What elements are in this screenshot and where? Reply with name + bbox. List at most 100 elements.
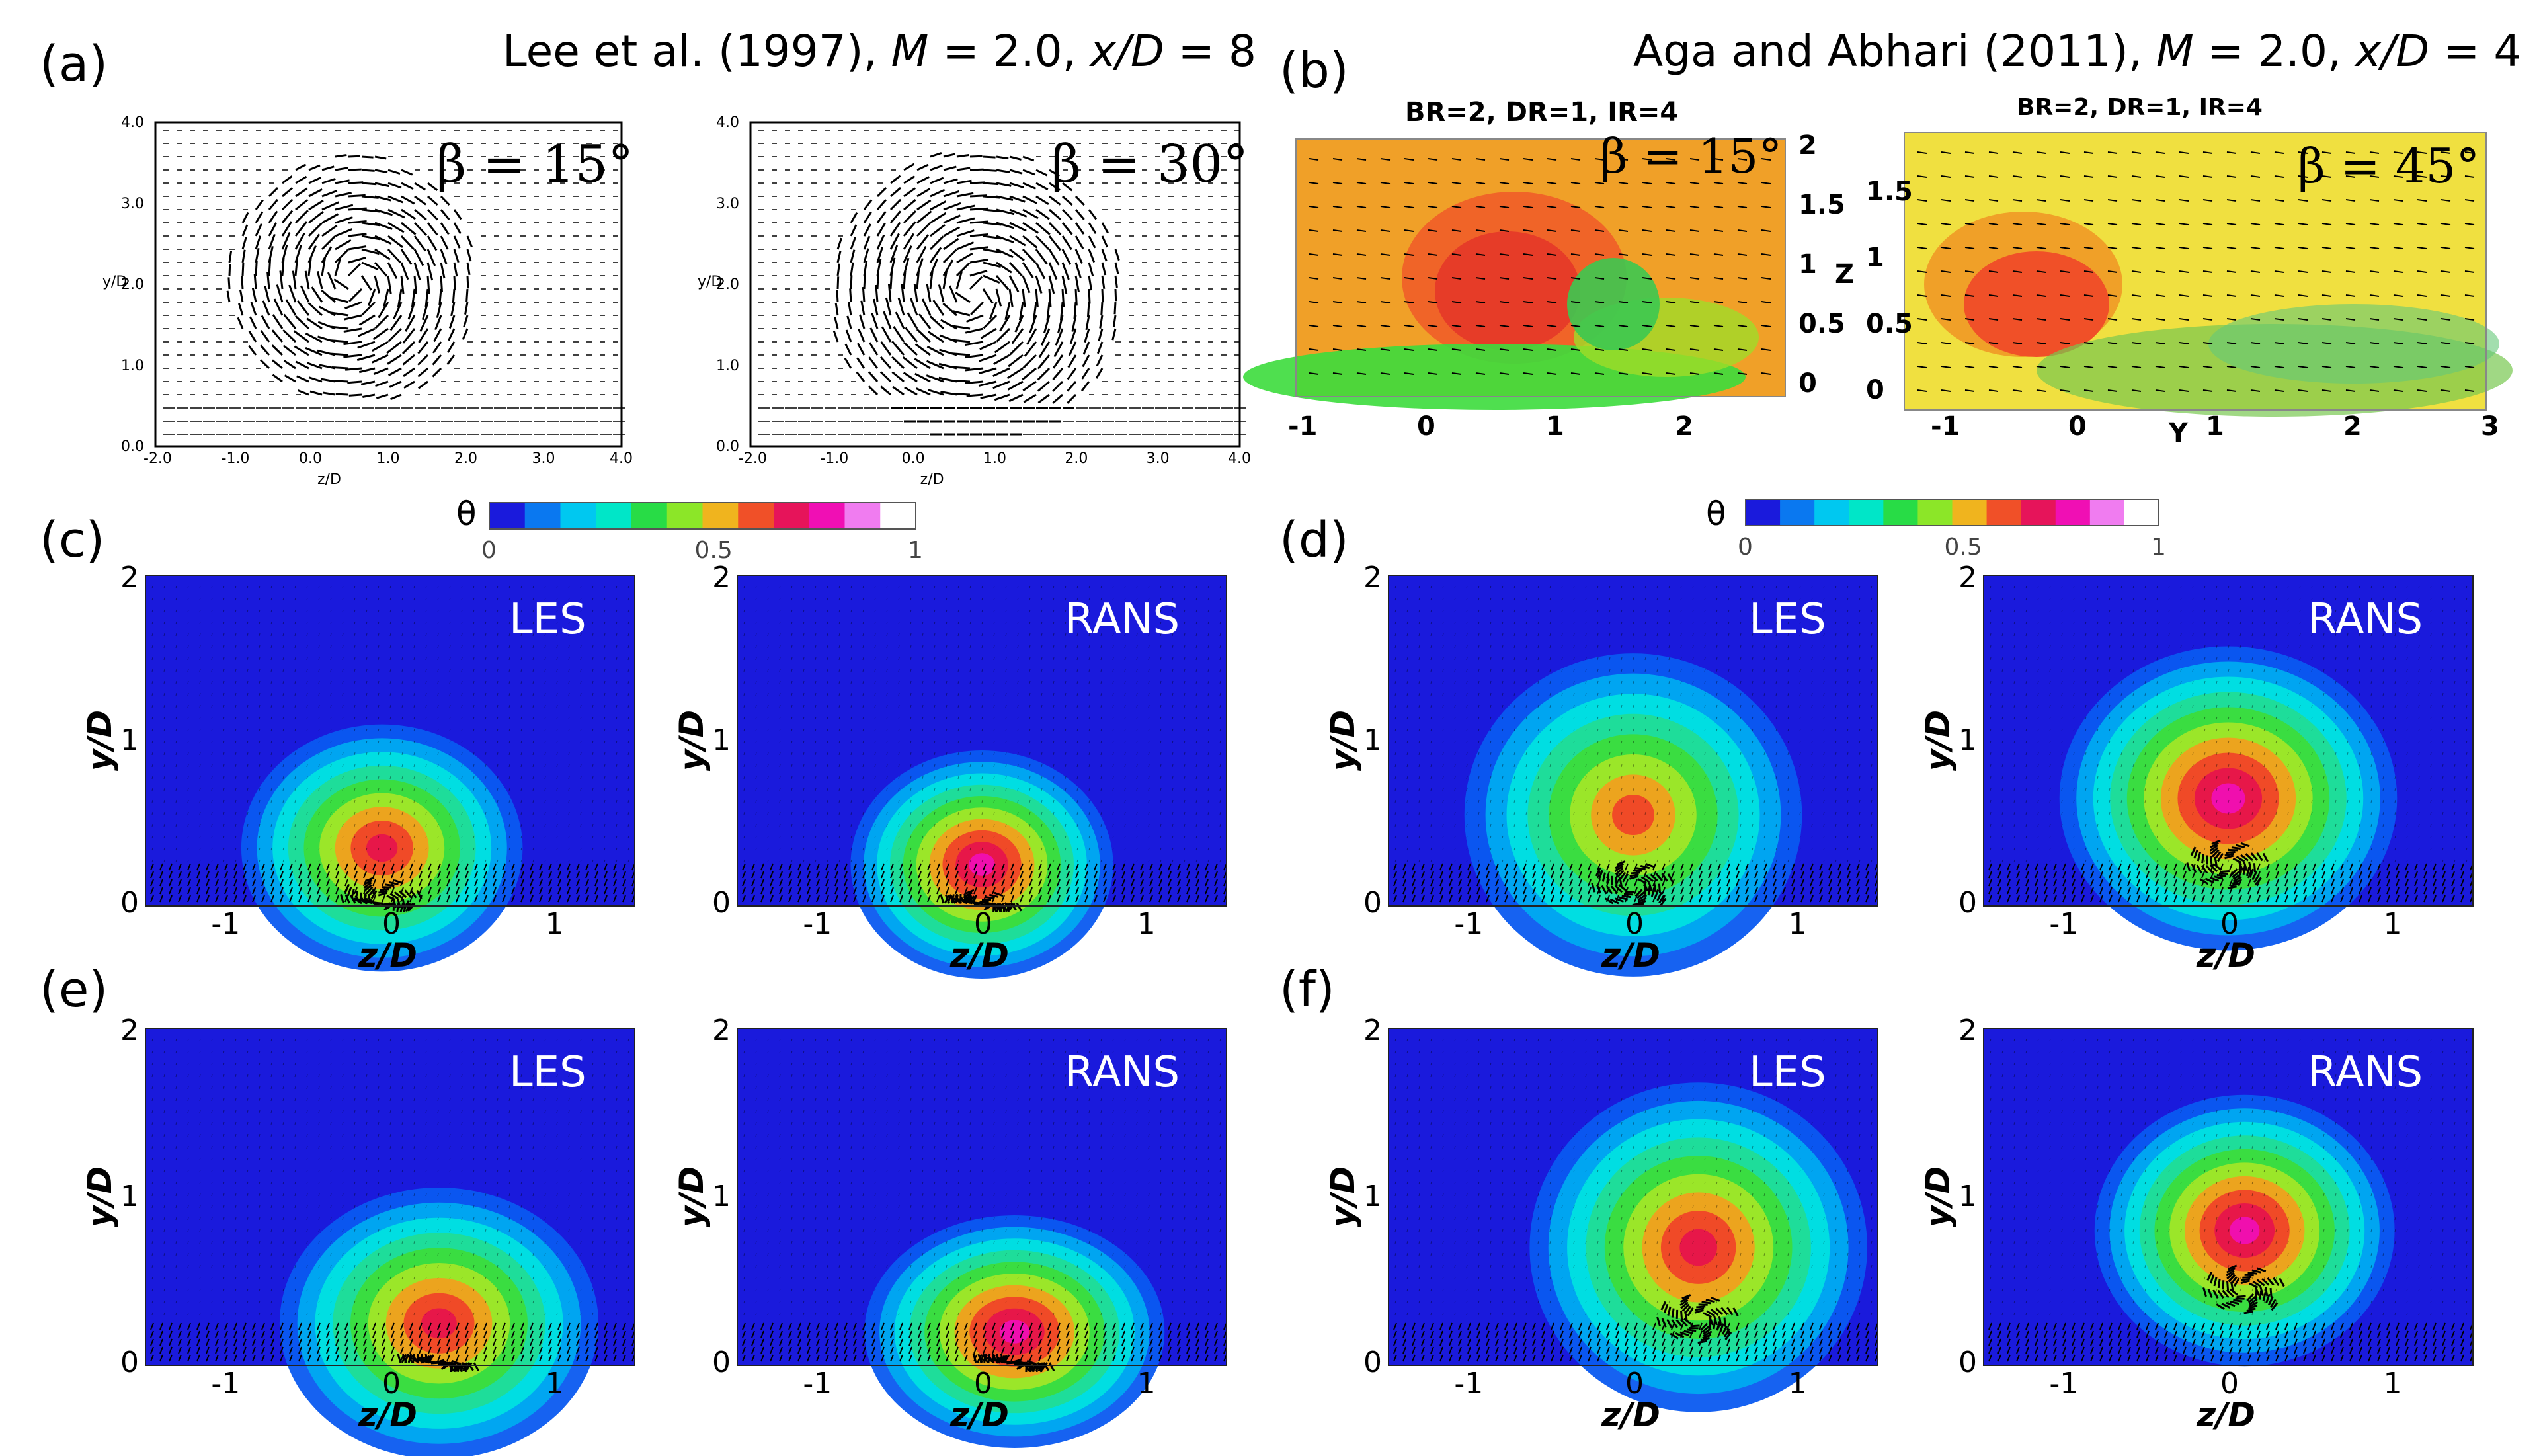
velocity-vector <box>743 823 745 827</box>
velocity-vector <box>936 887 940 895</box>
velocity-vector <box>520 668 522 672</box>
vector-arrow <box>1088 288 1091 304</box>
colorbar-swatch <box>1849 499 1884 526</box>
vector-arrow <box>1642 182 1652 184</box>
vector-arrow <box>1086 302 1090 317</box>
velocity-vector <box>259 692 261 696</box>
b-right-y-tick: 1.5 <box>1866 177 1913 207</box>
vector-arrow <box>2345 223 2356 225</box>
vector-arrow <box>2226 366 2237 368</box>
velocity-vector <box>743 776 745 780</box>
vector-arrow <box>2440 294 2451 297</box>
velocity-vector <box>1010 887 1014 895</box>
velocity-vector <box>366 752 368 756</box>
velocity-vector <box>815 835 817 839</box>
velocity-vector <box>270 863 274 871</box>
vector-arrow <box>414 195 426 206</box>
vector-arrow <box>2440 175 2451 178</box>
velocity-vector <box>354 863 358 871</box>
vector-arrow <box>2369 294 2380 297</box>
velocity-vector <box>270 835 272 839</box>
velocity-vector <box>413 633 415 637</box>
vector-arrow <box>1499 206 1510 208</box>
vector-arrow <box>836 250 842 263</box>
velocity-vector <box>1076 657 1078 661</box>
velocity-vector <box>838 835 840 839</box>
velocity-vector <box>259 740 261 744</box>
velocity-vector <box>770 871 774 879</box>
vector-arrow <box>1523 348 1533 351</box>
vector-arrow <box>1309 182 1319 184</box>
velocity-vector <box>957 657 959 661</box>
velocity-vector <box>1219 764 1221 768</box>
velocity-vector <box>389 680 391 684</box>
velocity-vector <box>791 621 793 625</box>
vector-arrow <box>996 169 1010 173</box>
vector-arrow <box>348 288 363 302</box>
vector-arrow <box>983 235 1002 240</box>
vector-arrow <box>834 317 839 329</box>
velocity-vector <box>585 871 589 879</box>
velocity-vector <box>946 692 948 696</box>
b-right-y-tick: 0.5 <box>1866 309 1913 339</box>
velocity-vector <box>592 633 594 637</box>
velocity-vector <box>743 788 745 791</box>
vector-arrow <box>834 303 839 316</box>
velocity-vector <box>779 863 783 871</box>
theta-plot-c-rans <box>737 575 1227 979</box>
velocity-vector <box>289 863 293 871</box>
velocity-vector <box>957 823 959 827</box>
velocity-vector <box>1088 621 1090 625</box>
velocity-vector <box>1172 776 1174 780</box>
velocity-vector <box>576 863 580 871</box>
vector-arrow <box>2393 199 2403 202</box>
velocity-vector <box>1177 871 1181 879</box>
vector-arrow <box>2250 223 2261 225</box>
vector-arrow <box>1964 270 1975 273</box>
velocity-vector <box>934 823 936 827</box>
velocity-vector <box>389 692 391 696</box>
velocity-vector <box>946 764 948 768</box>
velocity-vector <box>1057 879 1061 887</box>
velocity-vector <box>270 859 272 863</box>
velocity-vector <box>1065 621 1067 625</box>
velocity-vector <box>497 621 499 625</box>
vector-arrow <box>2393 318 2403 321</box>
vector-arrow <box>848 302 852 316</box>
velocity-vector <box>497 788 499 791</box>
velocity-vector <box>934 776 936 780</box>
velocity-vector <box>294 716 296 720</box>
vector-arrow <box>2464 247 2475 249</box>
a-y-tick: 2.0 <box>121 276 144 293</box>
velocity-vector <box>1029 585 1031 589</box>
velocity-vector <box>483 871 487 879</box>
velocity-vector <box>401 716 403 720</box>
velocity-vector <box>1041 859 1043 863</box>
velocity-vector <box>946 863 949 871</box>
velocity-vector <box>270 692 272 696</box>
a-y-tick: 1.0 <box>121 357 144 374</box>
velocity-vector <box>816 879 820 887</box>
vector-arrow <box>1026 328 1037 345</box>
velocity-vector <box>530 871 534 879</box>
vector-arrow <box>335 239 352 251</box>
vector-arrow <box>1666 253 1676 256</box>
velocity-vector <box>259 776 261 780</box>
vector-arrow <box>2060 247 2070 249</box>
vector-arrow <box>466 262 471 276</box>
velocity-vector <box>957 680 959 684</box>
vector-arrow <box>446 354 456 366</box>
velocity-vector <box>1029 847 1031 851</box>
vector-arrow <box>2179 342 2189 344</box>
colorbar-swatch <box>774 503 810 529</box>
velocity-vector <box>270 871 274 879</box>
velocity-vector <box>326 879 330 887</box>
velocity-vector <box>502 863 506 871</box>
velocity-vector <box>791 692 793 696</box>
velocity-vector <box>1207 752 1209 756</box>
velocity-vector <box>1219 585 1221 589</box>
velocity-vector <box>981 811 983 815</box>
vector-arrow <box>2250 342 2261 344</box>
velocity-vector <box>335 887 339 895</box>
velocity-vector <box>497 585 499 589</box>
